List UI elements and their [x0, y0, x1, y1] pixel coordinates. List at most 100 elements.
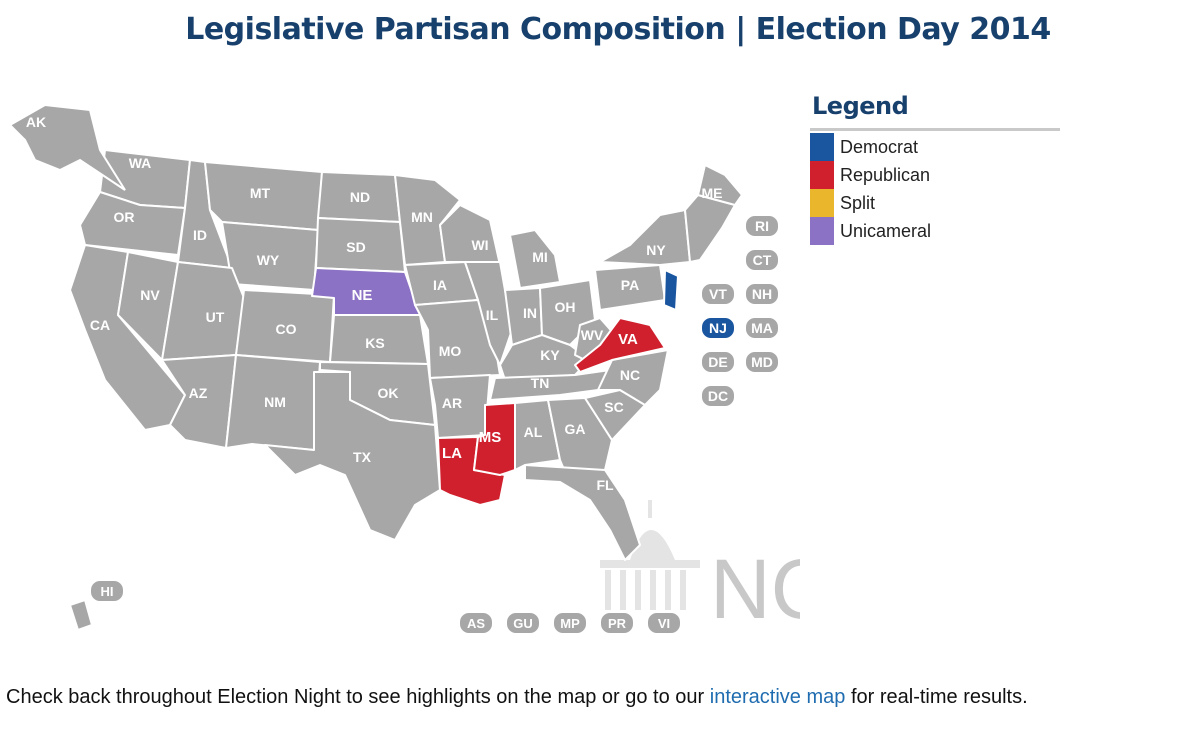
territory-as[interactable]: AS	[458, 611, 494, 635]
badge-bg	[744, 282, 780, 306]
badge-md[interactable]: MD	[744, 350, 780, 374]
badge-de[interactable]: DE	[700, 350, 736, 374]
badge-ri[interactable]: RI	[744, 214, 780, 238]
legend-item-split: Split	[810, 189, 1060, 217]
label-wa: WA	[129, 155, 152, 171]
legend: Legend Democrat Republican Split Unicameral	[810, 92, 1060, 245]
label-nv: NV	[140, 287, 160, 303]
small-state-badges[interactable]: RI CT VT NH NJ MA DE MD DC	[700, 214, 780, 408]
label-ak: AK	[26, 114, 46, 130]
territory-mp[interactable]: MP	[552, 611, 588, 635]
legend-label: Split	[840, 192, 876, 213]
legend-swatch	[810, 161, 834, 189]
badge-label: GU	[513, 616, 533, 631]
label-wy: WY	[257, 252, 280, 268]
state-me[interactable]	[697, 164, 743, 206]
label-fl: FL	[596, 477, 614, 493]
state-nj[interactable]	[663, 269, 679, 311]
label-ny: NY	[646, 242, 666, 258]
badge-nh[interactable]: NH	[744, 282, 780, 306]
hi-badge[interactable]: HI	[89, 579, 125, 603]
page-title: Legislative Partisan Composition | Elect…	[185, 12, 1051, 47]
badge-label: DC	[708, 388, 728, 404]
label-in: IN	[523, 305, 537, 321]
badge-label: RI	[755, 218, 769, 234]
badge-ct[interactable]: CT	[744, 248, 780, 272]
badge-label: VI	[658, 616, 670, 631]
badge-label: NH	[752, 286, 772, 302]
interactive-map-link[interactable]: interactive map	[709, 686, 846, 708]
badge-ma[interactable]: MA	[744, 316, 780, 340]
state-hi[interactable]	[68, 598, 94, 632]
label-co: CO	[276, 321, 297, 337]
badge-bg	[458, 611, 494, 635]
state-new-england[interactable]	[684, 194, 736, 263]
territory-vi[interactable]: VI	[646, 611, 682, 635]
territory-badges[interactable]: AS GU MP PR VI	[458, 611, 682, 635]
state-mi[interactable]	[509, 229, 561, 289]
badge-dc[interactable]: DC	[700, 384, 736, 408]
legend-divider	[810, 128, 1060, 131]
badge-label: AS	[467, 616, 485, 631]
state-ak[interactable]	[8, 103, 126, 191]
legend-swatch	[810, 133, 834, 161]
badge-bg	[744, 214, 780, 238]
badge-bg	[599, 611, 635, 635]
badge-bg	[646, 611, 682, 635]
label-ms: MS	[479, 429, 502, 446]
badge-bg	[700, 384, 736, 408]
badge-bg	[552, 611, 588, 635]
label-ca: CA	[90, 317, 110, 333]
badge-label: CT	[753, 252, 772, 268]
label-me: ME	[702, 185, 723, 201]
legend-items: Democrat Republican Split Unicameral	[810, 133, 1060, 245]
legend-label: Unicameral	[840, 220, 932, 241]
badge-label: VT	[709, 286, 727, 302]
label-nm: NM	[264, 394, 286, 410]
label-ne: NE	[352, 287, 373, 304]
state-ny[interactable]	[599, 209, 691, 266]
label-ut: UT	[206, 309, 225, 325]
badge-label: MP	[560, 616, 580, 631]
watermark-text: NCSL	[710, 542, 800, 636]
legend-item-republican: Republican	[810, 161, 1060, 189]
label-ar: AR	[442, 395, 462, 411]
badge-vt[interactable]: VT	[700, 282, 736, 306]
state-tx[interactable]	[264, 371, 441, 541]
territory-gu[interactable]: GU	[505, 611, 541, 635]
badge-label: PR	[608, 616, 627, 631]
label-wi: WI	[471, 237, 488, 253]
legend-item-unicameral: Unicameral	[810, 217, 1060, 245]
state-va[interactable]	[574, 317, 666, 373]
label-ks: KS	[365, 335, 384, 351]
badge-label: DE	[708, 354, 727, 370]
legend-title: Legend	[812, 92, 909, 120]
territory-pr[interactable]: PR	[599, 611, 635, 635]
label-or: OR	[114, 209, 135, 225]
state-al[interactable]	[514, 399, 561, 471]
label-mo: MO	[439, 343, 462, 359]
us-map[interactable]: NCSL	[0, 95, 800, 655]
label-mi: MI	[532, 249, 548, 265]
state-fl[interactable]	[524, 464, 641, 561]
badge-label: MA	[751, 320, 773, 336]
badge-bg	[744, 248, 780, 272]
label-mt: MT	[250, 185, 271, 201]
label-sd: SD	[346, 239, 365, 255]
label-hi: HI	[101, 584, 114, 599]
highlight-labels: NE VA MS LA	[352, 287, 638, 462]
badge-bg	[700, 316, 736, 340]
label-il: IL	[486, 307, 499, 323]
legend-label: Republican	[840, 164, 931, 185]
badge-bg	[700, 282, 736, 306]
label-ga: GA	[565, 421, 586, 437]
footer-note: Check back throughout Election Night to …	[6, 686, 1028, 709]
label-nc: NC	[620, 367, 640, 383]
label-la: LA	[442, 445, 462, 462]
badge-bg	[700, 350, 736, 374]
footer-text-after: for real-time results.	[845, 686, 1028, 708]
label-oh: OH	[555, 299, 576, 315]
label-tn: TN	[531, 375, 550, 391]
badge-nj[interactable]: NJ	[700, 316, 736, 340]
label-ok: OK	[378, 385, 399, 401]
